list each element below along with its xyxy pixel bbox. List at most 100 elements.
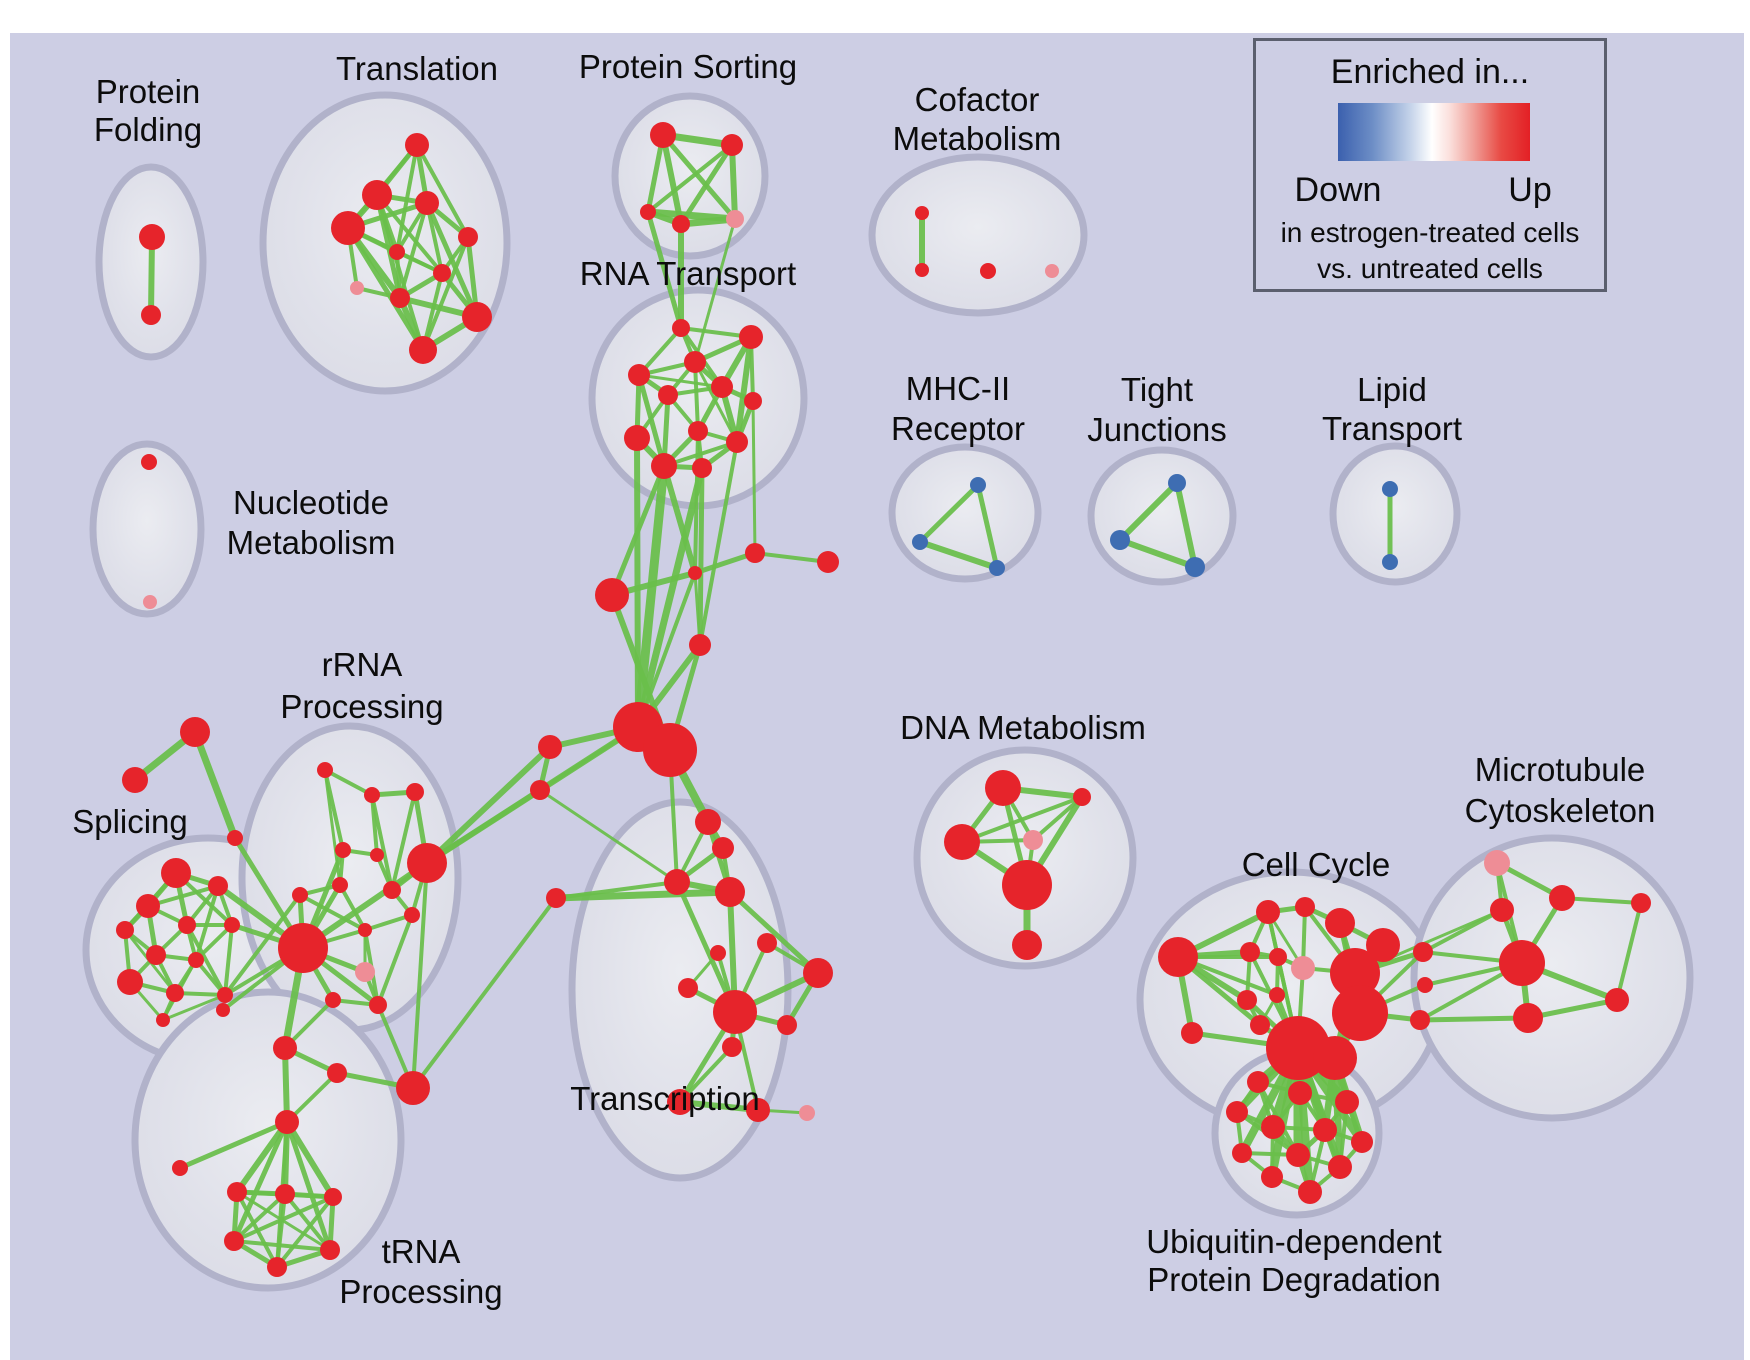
node-splicing-10[interactable] <box>188 952 204 968</box>
node-trna-processing-6[interactable] <box>320 1240 340 1260</box>
node-central-hub-6[interactable] <box>643 723 697 777</box>
node-cell-cycle-3[interactable] <box>1295 897 1315 917</box>
node-microtubule-cytoskeleton-2[interactable] <box>1490 898 1514 922</box>
node-microtubule-cytoskeleton-6[interactable] <box>1631 893 1651 913</box>
node-rrna-processing-2[interactable] <box>317 762 333 778</box>
node-ubiquitin-8[interactable] <box>1286 1143 1310 1167</box>
node-translation-6[interactable] <box>433 264 451 282</box>
node-trna-processing-5[interactable] <box>224 1231 244 1251</box>
node-transcription-8[interactable] <box>713 990 757 1034</box>
node-rna-transport-7[interactable] <box>688 421 708 441</box>
node-rna-transport-1[interactable] <box>739 325 763 349</box>
node-protein-sorting-3[interactable] <box>672 215 690 233</box>
node-mhc-ii-receptor-1[interactable] <box>912 534 928 550</box>
node-rrna-processing-6[interactable] <box>370 848 384 862</box>
node-cell-cycle-0[interactable] <box>1158 937 1198 977</box>
node-ubiquitin-10[interactable] <box>1261 1166 1283 1188</box>
node-rrna-processing-18[interactable] <box>396 1071 430 1105</box>
node-dna-metabolism-2[interactable] <box>944 824 980 860</box>
node-dna-metabolism-0[interactable] <box>985 770 1021 806</box>
node-cell-cycle-4[interactable] <box>1325 908 1355 938</box>
node-central-hub-4[interactable] <box>817 551 839 573</box>
node-trna-processing-4[interactable] <box>324 1188 342 1206</box>
node-splicing-6[interactable] <box>116 921 134 939</box>
node-transcription-7[interactable] <box>803 958 833 988</box>
node-splicing-1[interactable] <box>122 767 148 793</box>
node-trna-processing-2[interactable] <box>227 1182 247 1202</box>
node-translation-0[interactable] <box>405 133 429 157</box>
node-nucleotide-metabolism-0[interactable] <box>141 454 157 470</box>
node-rrna-processing-15[interactable] <box>273 1036 297 1060</box>
node-rrna-processing-17[interactable] <box>327 1063 347 1083</box>
node-rrna-processing-13[interactable] <box>369 996 387 1014</box>
node-microtubule-cytoskeleton-3[interactable] <box>1499 940 1545 986</box>
node-cell-cycle-11[interactable] <box>1269 987 1285 1003</box>
node-ubiquitin-1[interactable] <box>1288 1081 1312 1105</box>
node-rrna-processing-3[interactable] <box>364 787 380 803</box>
node-mhc-ii-receptor-0[interactable] <box>970 477 986 493</box>
node-trna-processing-0[interactable] <box>275 1110 299 1134</box>
node-central-hub-0[interactable] <box>595 578 629 612</box>
node-transcription-9[interactable] <box>777 1015 797 1035</box>
node-rrna-processing-5[interactable] <box>335 842 351 858</box>
node-splicing-13[interactable] <box>217 987 233 1003</box>
node-tight-junctions-0[interactable] <box>1168 474 1186 492</box>
node-transcription-4[interactable] <box>757 933 777 953</box>
node-dna-metabolism-1[interactable] <box>1073 788 1091 806</box>
node-protein-folding-0[interactable] <box>139 224 165 250</box>
node-cell-cycle-5[interactable] <box>1366 928 1400 962</box>
node-transcription-0[interactable] <box>695 809 721 835</box>
node-cell-cycle-17[interactable] <box>1417 977 1433 993</box>
node-microtubule-cytoskeleton-5[interactable] <box>1513 1003 1543 1033</box>
node-transcription-1[interactable] <box>712 837 734 859</box>
node-nucleotide-metabolism-1[interactable] <box>143 595 157 609</box>
node-ubiquitin-4[interactable] <box>1261 1115 1285 1139</box>
node-cofactor-metabolism-0[interactable] <box>915 206 929 220</box>
node-dna-metabolism-4[interactable] <box>1002 860 1052 910</box>
node-splicing-8[interactable] <box>224 917 240 933</box>
node-splicing-4[interactable] <box>208 876 228 896</box>
node-transcription-12[interactable] <box>746 1098 770 1122</box>
node-transcription-6[interactable] <box>678 978 698 998</box>
node-dna-metabolism-5[interactable] <box>1012 930 1042 960</box>
node-rrna-processing-14[interactable] <box>407 843 447 883</box>
node-transcription-2[interactable] <box>664 869 690 895</box>
node-translation-9[interactable] <box>462 302 492 332</box>
node-translation-5[interactable] <box>389 244 405 260</box>
node-transcription-5[interactable] <box>710 945 726 961</box>
node-tight-junctions-2[interactable] <box>1185 557 1205 577</box>
node-transcription-10[interactable] <box>722 1037 742 1057</box>
node-cell-cycle-12[interactable] <box>1250 1015 1270 1035</box>
node-mhc-ii-receptor-2[interactable] <box>989 560 1005 576</box>
node-cell-cycle-6[interactable] <box>1240 942 1260 962</box>
node-transcription-13[interactable] <box>799 1105 815 1121</box>
node-central-hub-2[interactable] <box>689 634 711 656</box>
node-dna-metabolism-3[interactable] <box>1023 830 1043 850</box>
node-splicing-2[interactable] <box>227 830 243 846</box>
node-translation-10[interactable] <box>409 336 437 364</box>
node-microtubule-cytoskeleton-4[interactable] <box>1605 988 1629 1012</box>
node-rrna-processing-9[interactable] <box>292 887 308 903</box>
node-ubiquitin-5[interactable] <box>1313 1118 1337 1142</box>
node-cell-cycle-1[interactable] <box>1181 1022 1203 1044</box>
node-rrna-processing-11[interactable] <box>358 923 372 937</box>
node-translation-3[interactable] <box>331 211 365 245</box>
node-ubiquitin-7[interactable] <box>1232 1143 1252 1163</box>
node-rrna-processing-10[interactable] <box>404 907 420 923</box>
node-ubiquitin-9[interactable] <box>1328 1155 1352 1179</box>
node-trna-processing-3[interactable] <box>275 1184 295 1204</box>
node-microtubule-cytoskeleton-1[interactable] <box>1549 885 1575 911</box>
node-lipid-transport-1[interactable] <box>1382 554 1398 570</box>
node-central-hub-3[interactable] <box>745 543 765 563</box>
node-trna-processing-1[interactable] <box>172 1160 188 1176</box>
node-rrna-processing-4[interactable] <box>406 783 424 801</box>
node-ubiquitin-3[interactable] <box>1226 1101 1248 1123</box>
node-splicing-0[interactable] <box>180 717 210 747</box>
node-cell-cycle-8[interactable] <box>1291 956 1315 980</box>
node-rrna-processing-12[interactable] <box>325 992 341 1008</box>
node-translation-8[interactable] <box>390 288 410 308</box>
node-translation-7[interactable] <box>350 281 364 295</box>
node-cofactor-metabolism-1[interactable] <box>915 263 929 277</box>
node-rrna-processing-1[interactable] <box>355 962 375 982</box>
node-cell-cycle-18[interactable] <box>1410 1010 1430 1030</box>
